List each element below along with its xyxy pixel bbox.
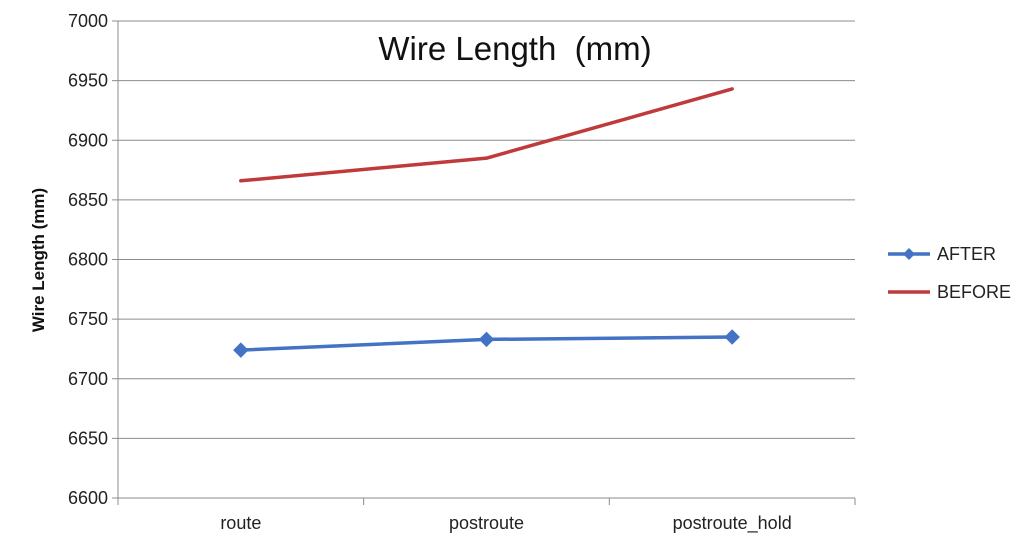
legend-marker-after <box>903 248 915 260</box>
legend-label-after: AFTER <box>937 244 996 264</box>
x-tick-label: route <box>220 513 261 533</box>
series-layer <box>233 87 740 358</box>
y-tick-label: 6700 <box>68 369 108 389</box>
x-tick-label: postroute_hold <box>673 513 792 534</box>
data-point-after <box>724 329 740 345</box>
chart-title: Wire Length (mm) <box>378 30 651 67</box>
y-tick-label: 7000 <box>68 11 108 31</box>
y-axis-label: Wire Length (mm) <box>29 188 48 332</box>
axes <box>112 20 856 505</box>
gridlines <box>118 20 855 499</box>
y-tick-label: 6600 <box>68 488 108 508</box>
labels: 6600 6650 6700 6750 6800 6850 6900 6950 7000 rout… <box>29 11 792 534</box>
data-point-after <box>233 342 249 358</box>
y-tick-label: 6900 <box>68 130 108 150</box>
y-tick-label: 6800 <box>68 250 108 270</box>
series-line-before <box>239 87 734 183</box>
x-tick-label: postroute <box>449 513 524 533</box>
y-tick-label: 6750 <box>68 309 108 329</box>
y-tick-label: 6950 <box>68 71 108 91</box>
y-tick-label: 6850 <box>68 190 108 210</box>
data-point-after <box>478 331 495 348</box>
y-tick-label: 6650 <box>68 428 108 448</box>
legend-label-before: BEFORE <box>937 282 1011 302</box>
legend: AFTER BEFORE <box>888 244 1011 302</box>
